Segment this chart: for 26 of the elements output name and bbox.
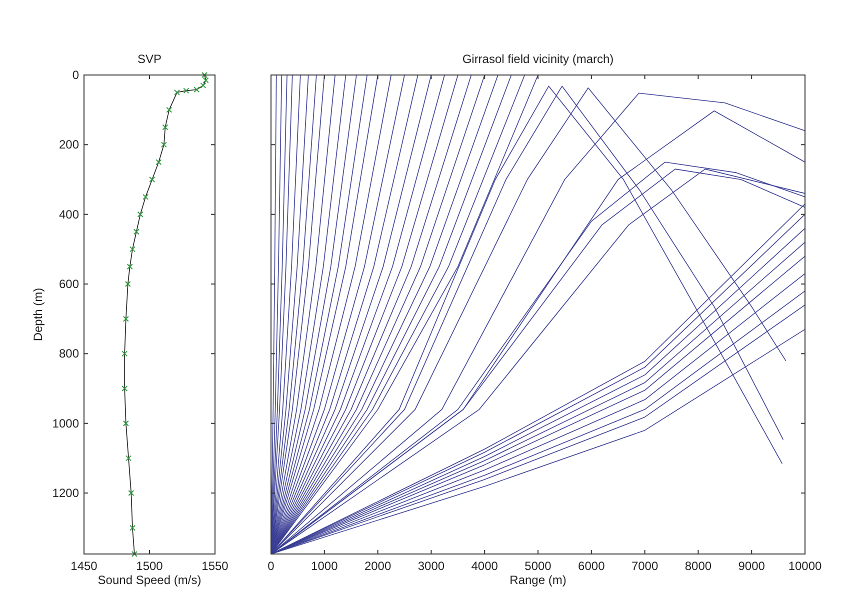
y-tick-label: 400: [58, 207, 80, 222]
y-axis-title: Depth (m): [31, 288, 45, 342]
y-tick-label: 1000: [52, 416, 80, 430]
x-tick-label: 10000: [788, 559, 822, 573]
y-tick-label: 0: [72, 68, 80, 82]
x-tick-label: 6000: [578, 559, 606, 573]
y-tick-label: 200: [58, 138, 80, 152]
y-tick-label: 800: [58, 346, 80, 361]
x-tick-label: 1450: [70, 559, 98, 573]
x-tick-label: 7000: [631, 559, 658, 573]
chart-title: SVP: [137, 52, 162, 66]
chart-title: Girrasol field vicinity (march): [462, 52, 614, 66]
x-axis-title: Sound Speed (m/s): [98, 573, 202, 587]
x-tick-label: 9000: [738, 559, 766, 573]
x-tick-label: 0: [268, 559, 275, 573]
x-axis-title: Range (m): [510, 573, 566, 587]
y-tick-label: 600: [58, 277, 80, 292]
x-tick-label: 1500: [136, 559, 164, 573]
x-tick-label: 2000: [364, 559, 392, 573]
x-tick-label: 8000: [684, 559, 712, 573]
x-tick-label: 1550: [202, 559, 229, 573]
x-tick-label: 3000: [418, 559, 445, 573]
x-tick-label: 4000: [471, 559, 498, 573]
x-tick-label: 5000: [524, 559, 552, 573]
y-tick-label: 1200: [52, 486, 80, 500]
x-tick-label: 1000: [311, 559, 338, 573]
